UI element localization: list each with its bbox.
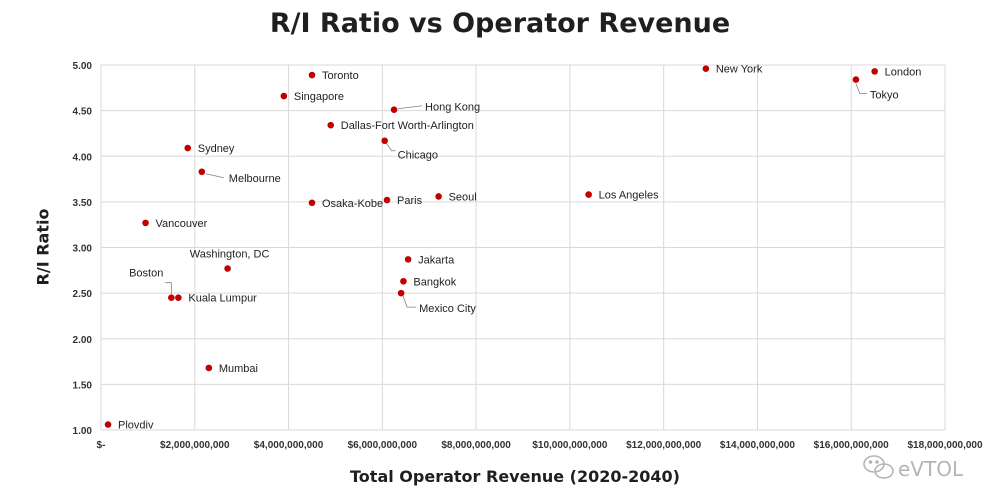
data-point [280,92,288,100]
leader-line [165,282,172,294]
leader-line [855,83,867,94]
data-point [142,219,149,227]
watermark-text: eVTOL [898,457,964,481]
data-point [852,76,860,83]
y-tick-label: 1.50 [73,380,93,391]
point-label: Mumbai [219,363,258,375]
x-tick-label: $2,000,000,000 [160,440,230,451]
point-label: Paris [397,195,423,207]
x-axis-label: Total Operator Revenue (2020-2040) [350,467,680,486]
point-label: London [885,66,922,78]
leader-line [398,105,423,110]
data-point [198,168,206,176]
y-tick-label: 5.00 [73,61,93,72]
data-point [702,65,710,72]
x-tick-label: $16,000,000,000 [814,440,890,451]
leader-line [402,295,417,308]
point-label: Toronto [322,70,359,82]
x-tick-label: $14,000,000,000 [720,440,796,451]
data-point [871,68,878,75]
axes: $- $2,000,000,000 $4,000,000,000 $6,000,000… [73,61,983,451]
x-tick-label: $18,000,000,000 [907,440,983,451]
data-point [308,199,316,207]
data-point [585,191,592,198]
data-point [205,364,213,372]
point-label: Chicago [398,150,438,162]
y-tick-label: 4.00 [73,152,93,163]
chart-title: R/I Ratio vs Operator Revenue [269,8,731,39]
point-label: Los Angeles [599,190,659,202]
y-tick-label: 2.00 [73,335,93,346]
x-tick-label: $6,000,000,000 [348,440,418,451]
point-label: Vancouver [156,218,208,230]
point-label: Dallas-Fort Worth-Arlington [341,120,474,132]
point-label: Washington, DC [190,248,270,260]
point-label: Plovdiv [118,420,154,432]
data-point [168,294,175,301]
point-label: Boston [129,268,163,280]
y-tick-label: 2.50 [73,289,93,300]
point-label: Sydney [198,143,235,155]
x-tick-label: $- [97,440,106,451]
x-tick-label: $10,000,000,000 [532,440,608,451]
data-points [104,65,878,428]
data-point [308,71,316,79]
x-tick-label: $8,000,000,000 [441,440,511,451]
point-labels: Plovdiv Mumbai Boston Kuala Lumpur Washingto… [118,64,921,432]
leader-line [386,143,396,152]
point-label: Singapore [294,91,344,103]
x-tick-label: $12,000,000,000 [626,440,702,451]
y-tick-label: 3.50 [73,198,93,209]
data-point [327,121,335,129]
point-label: New York [716,64,763,76]
point-label: Osaka-Kobe [322,198,383,210]
data-point [184,144,192,152]
wechat-icon [863,455,894,479]
point-label: Melbourne [229,173,281,185]
data-point [383,196,391,204]
data-point [224,265,231,272]
y-tick-label: 4.50 [73,107,93,118]
data-point [397,289,405,297]
y-tick-label: 3.00 [73,244,93,255]
y-tick-label: 1.00 [73,426,93,437]
leader-line [205,173,224,179]
data-point [175,294,182,301]
leader-lines [165,83,867,308]
point-label: Jakarta [418,254,455,266]
point-label: Hong Kong [425,102,480,114]
data-point [381,137,388,145]
data-point [404,256,412,263]
x-tick-label: $4,000,000,000 [254,440,324,451]
data-point [390,106,398,114]
point-label: Kuala Lumpur [188,293,257,305]
data-point [104,421,112,428]
watermark-logo: eVTOL [863,455,964,481]
point-label: Seoul [449,191,477,203]
gridlines [100,64,946,431]
point-label: Mexico City [419,303,476,315]
data-point [400,277,407,285]
point-label: Tokyo [870,90,899,102]
point-label: Bangkok [413,276,456,288]
data-point [435,193,442,200]
